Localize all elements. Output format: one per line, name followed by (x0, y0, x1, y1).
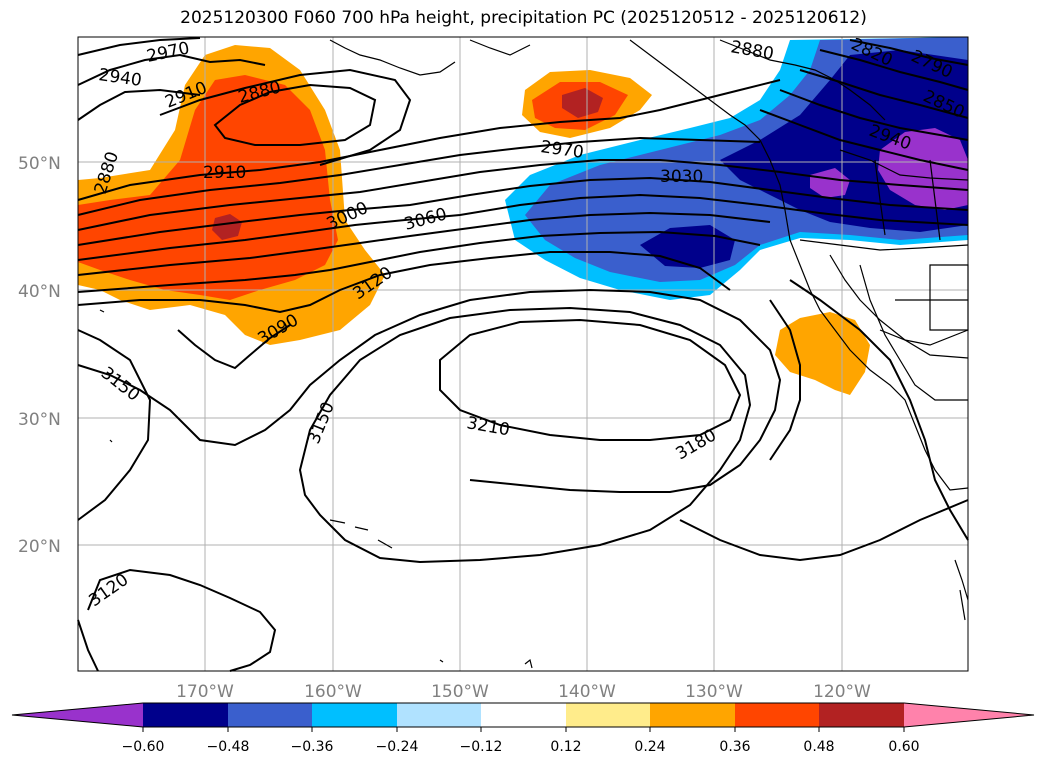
lon-label-140w: 140°W (558, 682, 616, 702)
contour-label: 3150 (97, 363, 143, 405)
colorbar-tick-label: −0.36 (291, 739, 334, 755)
colorbar-swatch (143, 703, 228, 727)
positive-anomaly-darkred (212, 214, 242, 240)
colorbar-extend-low (12, 703, 143, 727)
colorbar: −0.60 −0.48 −0.36 −0.24 −0.12 0.12 0.24 … (11, 702, 1035, 755)
lat-label-40n: 40°N (18, 282, 61, 302)
lon-label-150w: 150°W (431, 682, 489, 702)
contour-label: 3030 (660, 167, 703, 187)
colorbar-swatch (228, 703, 312, 727)
contour-label: 2970 (145, 38, 191, 67)
colorbar-swatch (819, 703, 904, 727)
positive-anomaly-red (78, 75, 338, 300)
height-contours (77, 37, 969, 672)
latitude-labels: 50°N 40°N 30°N 20°N (18, 154, 61, 557)
colorbar-swatch (650, 703, 735, 727)
precip-shading (78, 37, 968, 395)
colorbar-ticks (142, 727, 905, 732)
colorbar-swatch (566, 703, 650, 727)
contour-label: 3180 (673, 425, 720, 464)
colorbar-swatch (735, 703, 819, 727)
gridlines (78, 37, 968, 671)
map-frame (77, 36, 969, 672)
colorbar-tick-label: 0.24 (634, 739, 665, 755)
contour-label: 2970 (539, 137, 585, 163)
figure-title: 2025120300 F060 700 hPa height, precipit… (180, 8, 867, 28)
contour-label: 3150 (304, 399, 339, 447)
lon-label-170w: 170°W (176, 682, 234, 702)
gulf-positive-darkred (562, 88, 603, 118)
colorbar-tick-label: 0.36 (719, 739, 750, 755)
colorbar-tick-label: −0.24 (376, 739, 419, 755)
colorbar-swatch (397, 703, 481, 727)
colorbar-swatch (312, 703, 397, 727)
colorbar-extend-high (904, 703, 1034, 727)
lat-label-20n: 20°N (18, 537, 61, 557)
contour-label: 3210 (465, 413, 511, 440)
contour-label: 2880 (729, 37, 775, 64)
lat-label-50n: 50°N (18, 154, 61, 174)
lon-label-130w: 130°W (685, 682, 743, 702)
colorbar-tick-label: 0.48 (803, 739, 834, 755)
longitude-labels: 170°W 160°W 150°W 140°W 130°W 120°W (176, 682, 871, 702)
colorbar-tick-label: −0.60 (122, 739, 165, 755)
lon-label-120w: 120°W (813, 682, 871, 702)
colorbar-tick-label: 0.60 (888, 739, 919, 755)
contour-label: 2940 (97, 65, 143, 91)
colorbar-swatch (481, 703, 566, 727)
negative-anomaly-purple-2 (810, 168, 850, 198)
negative-anomaly-purple (878, 128, 968, 210)
colorbar-tick-label: 0.12 (550, 739, 581, 755)
lat-label-30n: 30°N (18, 410, 61, 430)
contour-label: 3060 (402, 204, 449, 235)
contour-label: 2910 (203, 163, 246, 183)
colorbar-tick-label: −0.48 (207, 739, 250, 755)
colorbar-tick-label: −0.12 (460, 739, 503, 755)
california-positive-orange (775, 312, 870, 395)
lon-label-160w: 160°W (304, 682, 362, 702)
